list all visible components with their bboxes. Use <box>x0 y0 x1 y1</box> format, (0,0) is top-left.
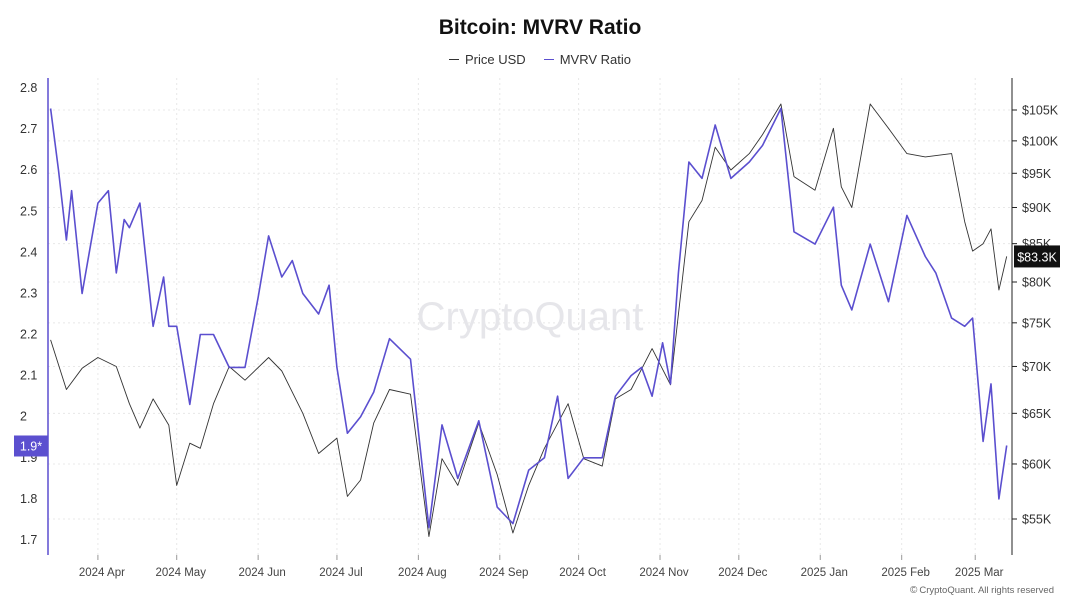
left-tick-label: 2.8 <box>20 81 37 95</box>
legend-label-mvrv: MVRV Ratio <box>559 52 631 67</box>
left-tick-label: 2.7 <box>20 122 37 136</box>
left-tick-label: 2.2 <box>20 328 37 342</box>
right-tick-label: $60K <box>1022 457 1052 471</box>
current-price-label: $83.3K <box>1017 250 1057 264</box>
left-tick-label: 2.5 <box>20 204 37 218</box>
right-tick-label: $80K <box>1022 276 1052 290</box>
right-tick-label: $90K <box>1022 201 1052 215</box>
right-tick-label: $100K <box>1022 134 1059 148</box>
left-tick-label: 2.1 <box>20 369 37 383</box>
legend-swatch-mvrv <box>543 59 554 60</box>
left-tick-label: 2.3 <box>20 286 37 300</box>
x-tick-label: 2025 Jan <box>801 567 848 579</box>
legend-label-price: Price USD <box>465 52 526 67</box>
copyright-icon: © <box>909 585 918 596</box>
x-tick-label: 2024 Dec <box>718 567 767 579</box>
current-mvrv-marker <box>14 435 48 457</box>
mvrv-ratio-line <box>49 107 1008 529</box>
left-tick-label: 1.7 <box>20 533 37 547</box>
axes-layer <box>47 78 1017 560</box>
x-tick-label: 2024 Oct <box>559 567 606 579</box>
marker-layer: 1.9* $83.3K <box>14 245 1060 457</box>
current-price-marker <box>1014 245 1060 268</box>
x-tick-label: 2025 Mar <box>955 567 1004 579</box>
left-tick-label: 2.6 <box>20 163 37 177</box>
right-tick-label: $70K <box>1022 360 1052 374</box>
x-tick-label: 2024 Aug <box>398 567 447 579</box>
left-tick-label: 1.8 <box>20 492 37 506</box>
chart-legend: Price USD MVRV Ratio <box>0 52 1080 67</box>
current-mvrv-label: 1.9* <box>20 439 42 453</box>
copyright-text: CryptoQuant. All rights reserved <box>919 585 1054 596</box>
grid-layer <box>48 78 1012 555</box>
x-tick-label: 2024 Sep <box>479 567 528 579</box>
copyright-notice: © CryptoQuant. All rights reserved <box>910 585 1054 596</box>
legend-swatch-price <box>449 59 459 60</box>
legend-item-price[interactable]: Price USD <box>449 52 526 67</box>
ticks-layer: 2.82.72.62.52.42.32.22.121.91.81.7$105K$… <box>20 81 1059 579</box>
x-tick-label: 2024 May <box>155 567 206 579</box>
x-tick-label: 2024 Apr <box>79 567 125 579</box>
right-tick-label: $55K <box>1022 513 1052 527</box>
x-tick-label: 2024 Nov <box>639 567 688 579</box>
x-tick-label: 2025 Feb <box>881 567 930 579</box>
right-tick-label: $75K <box>1022 316 1052 330</box>
x-tick-label: 2024 Jul <box>319 567 362 579</box>
watermark-text: CryptoQuant <box>417 295 644 339</box>
series-layer <box>49 103 1008 537</box>
right-tick-label: $95K <box>1022 167 1052 181</box>
x-tick-label: 2024 Jun <box>238 567 285 579</box>
left-tick-label: 2 <box>20 410 27 424</box>
right-tick-label: $65K <box>1022 407 1052 421</box>
left-tick-label: 2.4 <box>20 245 37 259</box>
chart-title: Bitcoin: MVRV Ratio <box>438 16 642 39</box>
legend-item-mvrv[interactable]: MVRV Ratio <box>543 52 631 67</box>
right-tick-label: $105K <box>1022 104 1059 118</box>
price-usd-line <box>50 103 1008 537</box>
